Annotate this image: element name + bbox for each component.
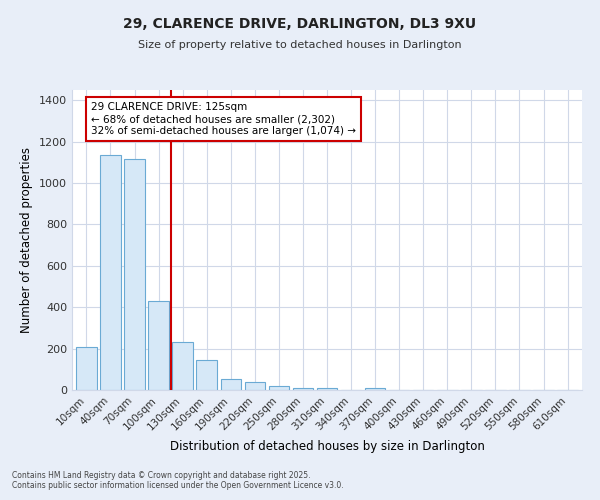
Text: 29, CLARENCE DRIVE, DARLINGTON, DL3 9XU: 29, CLARENCE DRIVE, DARLINGTON, DL3 9XU — [124, 18, 476, 32]
Text: Size of property relative to detached houses in Darlington: Size of property relative to detached ho… — [138, 40, 462, 50]
Bar — [365, 388, 385, 390]
Bar — [269, 386, 289, 390]
Y-axis label: Number of detached properties: Number of detached properties — [20, 147, 34, 333]
Bar — [148, 301, 169, 390]
Text: Contains HM Land Registry data © Crown copyright and database right 2025.
Contai: Contains HM Land Registry data © Crown c… — [12, 470, 344, 490]
Bar — [293, 388, 313, 390]
Bar — [196, 360, 217, 390]
Bar — [172, 342, 193, 390]
Bar — [317, 388, 337, 390]
Bar — [76, 347, 97, 390]
Bar — [100, 155, 121, 390]
Bar — [245, 382, 265, 390]
X-axis label: Distribution of detached houses by size in Darlington: Distribution of detached houses by size … — [170, 440, 484, 453]
Bar — [221, 378, 241, 390]
Text: 29 CLARENCE DRIVE: 125sqm
← 68% of detached houses are smaller (2,302)
32% of se: 29 CLARENCE DRIVE: 125sqm ← 68% of detac… — [91, 102, 356, 136]
Bar — [124, 160, 145, 390]
